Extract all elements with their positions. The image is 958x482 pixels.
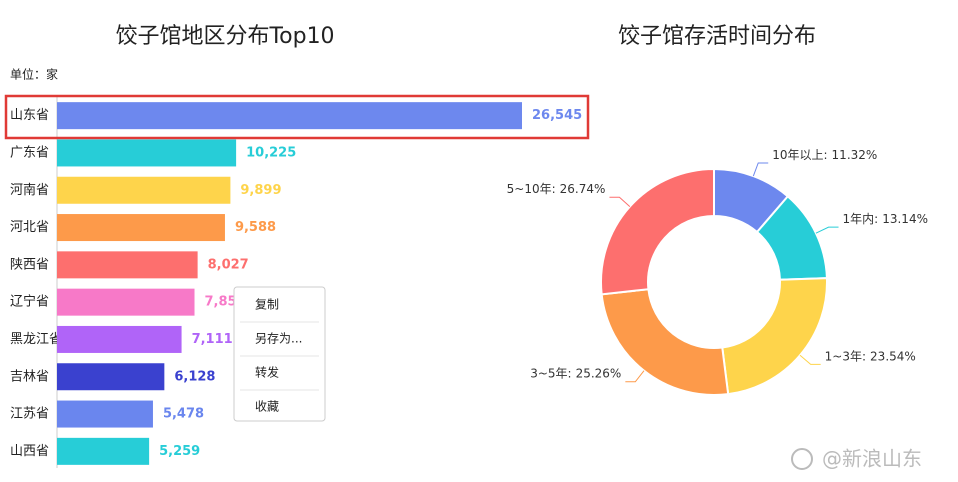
bar: [57, 288, 195, 316]
slice-value: 25.26%: [576, 366, 622, 380]
category-label: 吉林省: [10, 369, 49, 384]
bar: [57, 102, 522, 130]
slice-label: 3~5年: 25.26%: [530, 366, 621, 380]
bar: [57, 400, 153, 428]
bar: [57, 437, 150, 465]
menu-item[interactable]: 复制: [255, 298, 279, 312]
slice-label: 1~3年: 23.54%: [825, 349, 916, 363]
menu-item[interactable]: 收藏: [255, 400, 279, 414]
unit-label: 单位：家: [10, 67, 58, 82]
value-label: 6,128: [174, 369, 215, 384]
leader-line: [625, 370, 645, 383]
donut-slice: [721, 277, 828, 396]
slice-category: 3~5年:: [530, 366, 571, 380]
value-label: 8,027: [208, 257, 249, 272]
bar-chart-title: 饺子馆地区分布Top10: [115, 24, 334, 49]
value-label: 7,111: [192, 332, 233, 347]
slice-category: 1~3年:: [825, 349, 866, 363]
category-label: 山西省: [10, 444, 49, 459]
bar: [57, 139, 237, 167]
slice-value: 13.14%: [882, 212, 928, 226]
category-label: 陕西省: [10, 257, 49, 272]
value-label: 10,225: [246, 145, 296, 160]
slice-category: 10年以上:: [772, 147, 827, 161]
slice-label: 5~10年: 26.74%: [507, 182, 606, 196]
watermark-icon: [791, 448, 813, 470]
slice-label: 1年内: 13.14%: [843, 212, 928, 226]
bar: [57, 251, 198, 279]
value-label: 26,545: [532, 108, 582, 123]
category-label: 山东省: [10, 108, 49, 123]
leader-line: [815, 226, 839, 234]
category-label: 河南省: [10, 182, 49, 198]
highlight-box: [4, 94, 590, 140]
bar: [57, 214, 225, 242]
bar: [57, 325, 182, 353]
leader-line: [609, 196, 631, 207]
category-label: 广东省: [10, 145, 49, 160]
slice-category: 5~10年:: [507, 182, 556, 196]
menu-box: [233, 286, 326, 422]
value-label: 9,899: [240, 183, 281, 198]
menu-item[interactable]: 转发: [255, 365, 279, 380]
value-label: 5,478: [163, 407, 204, 422]
donut-slice: [600, 167, 715, 296]
watermark: @新浪山东: [822, 447, 922, 471]
category-label: 黑龙江省: [10, 332, 62, 347]
slice-value: 26.74%: [560, 182, 606, 196]
slice-label: 10年以上: 11.32%: [772, 147, 877, 161]
bar: [57, 363, 165, 391]
value-label: 9,588: [235, 220, 276, 235]
slice-value: 23.54%: [870, 349, 916, 363]
slice-value: 11.32%: [832, 147, 878, 161]
menu-item[interactable]: 另存为...: [255, 332, 302, 346]
value-label: 5,259: [159, 444, 200, 459]
category-label: 江苏省: [10, 406, 49, 422]
leader-line: [752, 162, 769, 177]
watermark-group: @新浪山东: [791, 447, 922, 471]
donut-chart-title: 饺子馆存活时间分布: [618, 24, 816, 49]
bar: [57, 176, 231, 204]
category-label: 辽宁省: [10, 294, 49, 310]
slice-category: 1年内:: [843, 212, 879, 226]
donut-slice: [600, 288, 730, 396]
category-label: 河北省: [10, 220, 49, 235]
leader-line: [799, 354, 821, 365]
